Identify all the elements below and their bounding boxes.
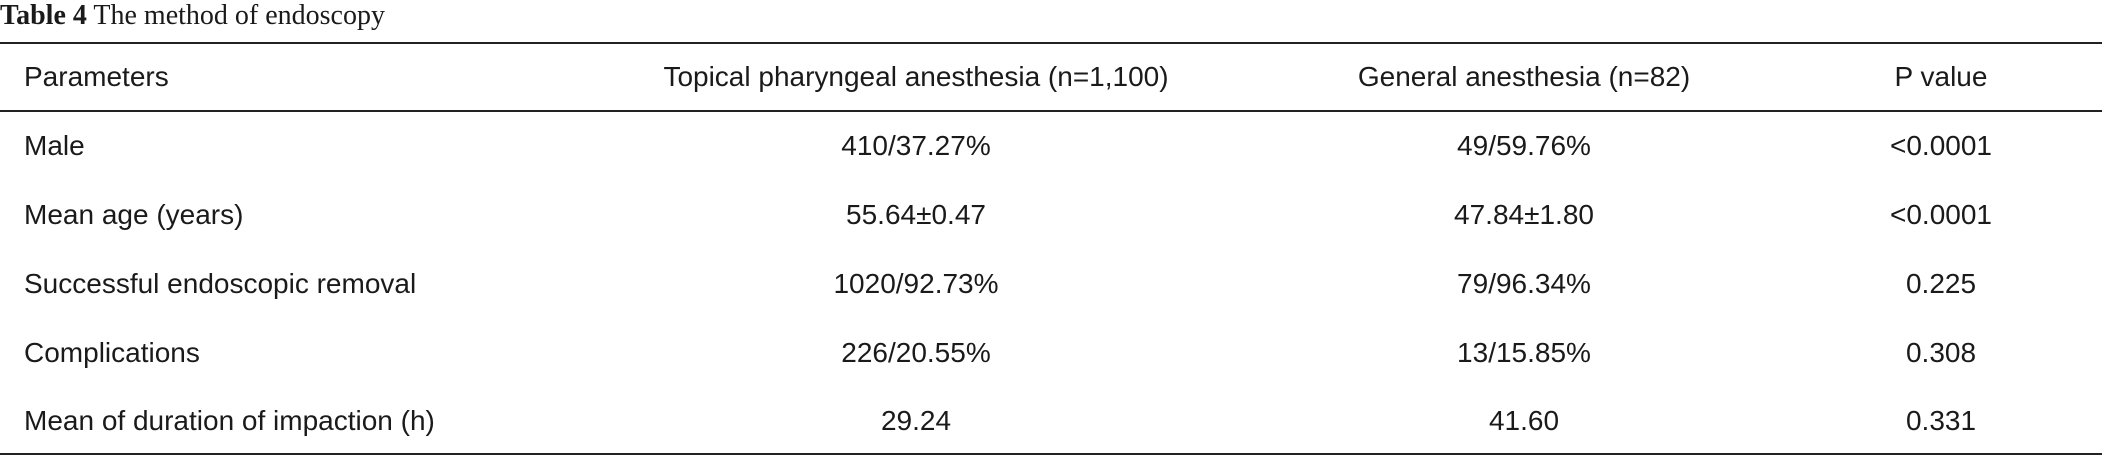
row-label: Mean of duration of impaction (h) bbox=[24, 405, 435, 436]
row-label: Male bbox=[24, 130, 85, 161]
table-cell: 1020/92.73% bbox=[833, 268, 999, 299]
table-cell: <0.0001 bbox=[1890, 199, 1992, 230]
top-rule bbox=[0, 42, 2102, 44]
row-label: Mean age (years) bbox=[24, 199, 244, 230]
table-cell: 0.308 bbox=[1905, 337, 1977, 368]
table-caption: Table 4 The method of endoscopy bbox=[0, 0, 385, 32]
table-cell: 49/59.76% bbox=[1457, 130, 1591, 161]
table-cell: 55.64±0.47 bbox=[846, 199, 986, 230]
row-label: Successful endoscopic removal bbox=[24, 268, 417, 299]
table-cell: 226/20.55% bbox=[841, 337, 991, 368]
column-header: P value bbox=[1894, 61, 1988, 92]
table-cell: <0.0001 bbox=[1890, 130, 1992, 161]
column-header: Parameters bbox=[24, 61, 169, 92]
row-label: Complications bbox=[24, 337, 200, 368]
table-cell: 29.24 bbox=[880, 405, 952, 436]
table-cell: 47.84±1.80 bbox=[1454, 199, 1594, 230]
table-cell: 79/96.34% bbox=[1457, 268, 1591, 299]
caption-label: Table 4 bbox=[0, 0, 87, 31]
table-cell: 41.60 bbox=[1488, 405, 1560, 436]
column-header: General anesthesia (n=82) bbox=[1357, 61, 1691, 92]
table-cell: 0.225 bbox=[1905, 268, 1977, 299]
column-header: Topical pharyngeal anesthesia (n=1,100) bbox=[663, 61, 1169, 92]
caption-text: The method of endoscopy bbox=[93, 0, 385, 31]
table-cell: 13/15.85% bbox=[1457, 337, 1591, 368]
header-rule bbox=[0, 110, 2102, 112]
table-cell: 0.331 bbox=[1905, 405, 1977, 436]
bottom-rule bbox=[0, 453, 2102, 455]
table-cell: 410/37.27% bbox=[841, 130, 991, 161]
